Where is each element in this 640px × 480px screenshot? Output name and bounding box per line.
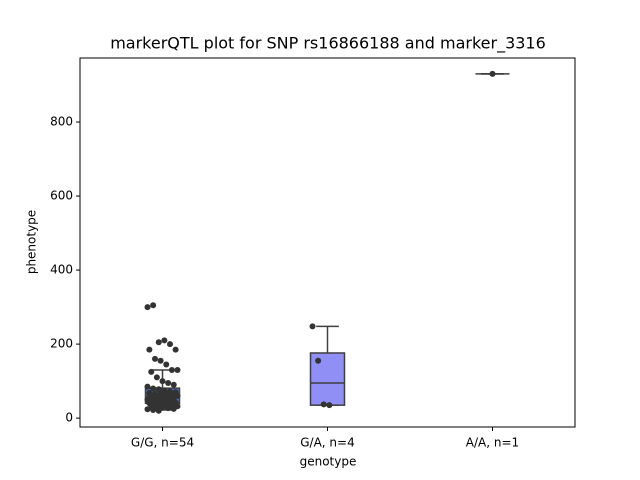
y-tick-label: 0	[65, 411, 73, 425]
data-point	[148, 368, 155, 375]
data-point	[170, 405, 177, 412]
data-point	[155, 339, 162, 346]
data-point	[144, 406, 151, 413]
x-axis-label: genotype	[300, 455, 357, 469]
data-point	[174, 367, 181, 374]
data-point	[146, 346, 153, 353]
data-point	[167, 341, 173, 348]
data-point	[144, 304, 151, 311]
data-point	[157, 357, 164, 364]
y-axis-label: phenotype	[25, 210, 39, 274]
data-point	[165, 379, 172, 386]
data-point	[320, 401, 327, 408]
x-tick-label: G/A, n=4	[300, 436, 354, 450]
data-point	[155, 407, 162, 414]
data-point	[161, 337, 168, 344]
x-tick-label: A/A, n=1	[466, 436, 519, 450]
data-point	[159, 378, 166, 385]
x-tick-label: G/G, n=54	[131, 436, 194, 450]
y-tick-label: 400	[50, 263, 73, 277]
y-tick-label: 800	[50, 115, 73, 129]
data-point	[489, 70, 496, 77]
data-point	[309, 323, 316, 330]
data-point	[150, 406, 157, 413]
data-point	[170, 381, 177, 388]
data-point	[155, 386, 162, 393]
data-point	[150, 302, 157, 309]
y-tick-label: 200	[50, 337, 73, 351]
data-point	[163, 361, 170, 368]
data-point	[326, 402, 333, 409]
data-point	[168, 367, 175, 374]
y-tick-label: 600	[50, 189, 73, 203]
data-point	[150, 385, 157, 392]
data-point	[172, 346, 179, 353]
data-point	[144, 383, 151, 390]
data-point	[153, 374, 160, 381]
data-point	[315, 357, 322, 364]
data-point	[165, 405, 172, 412]
data-point	[152, 355, 158, 362]
chart-title: markerQTL plot for SNP rs16866188 and ma…	[110, 34, 546, 54]
